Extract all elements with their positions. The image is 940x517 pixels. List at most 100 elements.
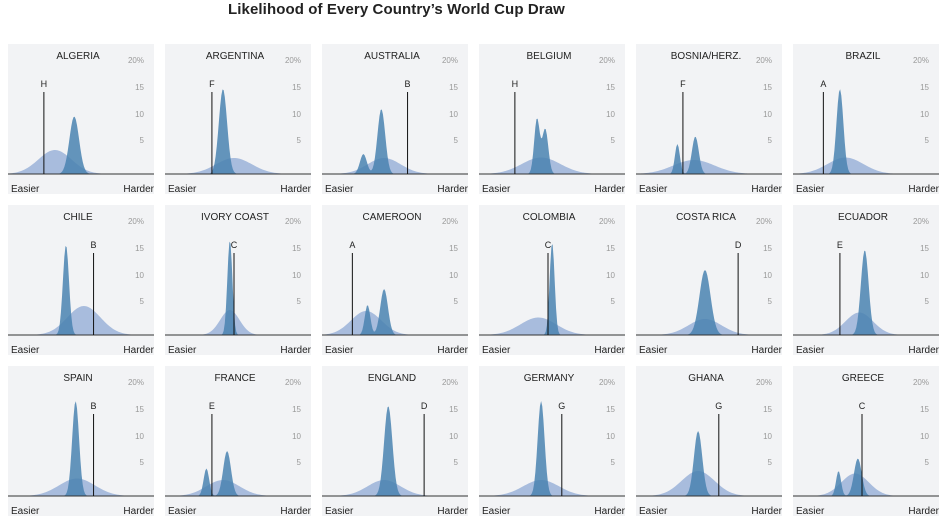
y-tick-label: 15 [606, 83, 615, 92]
peak-distribution-area [8, 116, 146, 174]
y-tick-label: 5 [139, 136, 144, 145]
group-letter: B [91, 401, 97, 411]
panel-title: BRAZIL [845, 51, 881, 62]
wide-distribution-area [165, 158, 303, 174]
y-tick-label: 20% [755, 56, 772, 65]
panel-title: ARGENTINA [205, 51, 265, 62]
distribution-plot: B [8, 401, 154, 497]
group-letter: G [558, 401, 565, 411]
y-tick-label: 15 [763, 244, 772, 253]
axis-label-easier: Easier [482, 184, 511, 195]
panel-costa-rica: COSTA RICA 20% 15 10 5 D Easier Harder [636, 205, 782, 356]
axis-label-easier: Easier [482, 345, 511, 356]
distribution-plot: E [165, 401, 311, 497]
y-tick-label: 15 [763, 83, 772, 92]
peak-distribution-area [636, 431, 774, 496]
y-tick-label: 10 [292, 110, 301, 119]
y-tick-label: 5 [296, 136, 301, 145]
axis-label-harder: Harder [594, 506, 625, 517]
y-tick-label: 10 [920, 110, 929, 119]
distribution-plot: G [636, 401, 782, 497]
peak-distribution-area [636, 270, 774, 335]
axis-label-easier: Easier [639, 345, 668, 356]
panel-title: CAMEROON [362, 212, 422, 223]
axis-label-easier: Easier [325, 345, 354, 356]
y-tick-label: 5 [610, 458, 615, 467]
group-letter: H [512, 79, 519, 89]
distribution-plot: B [322, 79, 468, 175]
panel-title: ENGLAND [367, 373, 417, 384]
y-tick-label: 5 [924, 458, 929, 467]
axis-label-harder: Harder [437, 506, 468, 517]
group-letter: G [715, 401, 722, 411]
panel-belgium: BELGIUM 20% 15 10 5 H Easier Harder [479, 44, 625, 195]
y-tick-label: 15 [292, 405, 301, 414]
y-tick-label: 10 [135, 110, 144, 119]
distribution-plot: C [793, 401, 939, 497]
y-tick-label: 20% [441, 56, 458, 65]
axis-label-harder: Harder [123, 345, 154, 356]
panel-australia: AUSTRALIA 20% 15 10 5 B Easier Harder [322, 44, 468, 195]
axis-label-easier: Easier [11, 184, 40, 195]
distribution-plot: E [793, 240, 939, 336]
y-tick-label: 10 [606, 271, 615, 280]
y-tick-label: 20% [598, 217, 615, 226]
distribution-plot: F [636, 79, 782, 175]
y-tick-label: 15 [135, 83, 144, 92]
y-tick-label: 5 [924, 136, 929, 145]
axis-label-harder: Harder [908, 506, 939, 517]
axis-label-easier: Easier [796, 184, 825, 195]
y-tick-label: 10 [449, 110, 458, 119]
y-tick-label: 15 [292, 244, 301, 253]
y-tick-label: 5 [139, 458, 144, 467]
distribution-plot: A [322, 240, 468, 336]
axis-label-harder: Harder [751, 184, 782, 195]
y-tick-label: 10 [606, 432, 615, 441]
wide-distribution-area [322, 158, 460, 174]
group-letter: E [837, 240, 843, 250]
axis-label-easier: Easier [168, 345, 197, 356]
y-tick-label: 15 [135, 244, 144, 253]
y-tick-label: 10 [763, 432, 772, 441]
panel-title: AUSTRALIA [364, 51, 420, 62]
y-tick-label: 10 [449, 271, 458, 280]
panel-title: SPAIN [63, 373, 93, 384]
distribution-plot: H [479, 79, 625, 175]
panel-title: GREECE [841, 373, 885, 384]
wide-distribution-area [322, 311, 460, 335]
page-title: Likelihood of Every Country’s World Cup … [228, 1, 565, 18]
panel-colombia: COLOMBIA 20% 15 10 5 C Easier Harder [479, 205, 625, 356]
panel-title: COSTA RICA [676, 212, 736, 223]
axis-label-harder: Harder [594, 184, 625, 195]
distribution-plot: C [165, 240, 311, 336]
panel-title: ALGERIA [56, 51, 100, 62]
panel-algeria: ALGERIA 20% 15 10 5 H Easier Harder [8, 44, 154, 195]
y-tick-label: 15 [449, 405, 458, 414]
distribution-plot: H [8, 79, 154, 175]
distribution-plot: F [165, 79, 311, 175]
axis-label-harder: Harder [437, 345, 468, 356]
y-tick-label: 20% [912, 56, 929, 65]
wide-distribution-area [636, 160, 774, 174]
y-tick-label: 5 [296, 458, 301, 467]
axis-label-easier: Easier [168, 184, 197, 195]
y-tick-label: 10 [763, 110, 772, 119]
panel-germany: GERMANY 20% 15 10 5 G Easier Harder [479, 366, 625, 517]
y-tick-label: 15 [920, 405, 929, 414]
group-letter: B [91, 240, 97, 250]
y-tick-label: 20% [284, 378, 301, 387]
y-tick-label: 10 [292, 432, 301, 441]
y-tick-label: 20% [127, 217, 144, 226]
peak-distribution-area [322, 406, 460, 496]
panel-brazil: BRAZIL 20% 15 10 5 A Easier Harder [793, 44, 939, 195]
y-tick-label: 10 [920, 432, 929, 441]
peak-distribution-area [793, 89, 931, 174]
peak-distribution-area [793, 250, 931, 335]
axis-label-easier: Easier [482, 506, 511, 517]
y-tick-label: 20% [912, 217, 929, 226]
y-tick-label: 15 [135, 405, 144, 414]
wide-distribution-area [793, 157, 931, 174]
y-tick-label: 5 [924, 297, 929, 306]
y-tick-label: 15 [920, 83, 929, 92]
panel-title: IVORY COAST [201, 212, 269, 223]
